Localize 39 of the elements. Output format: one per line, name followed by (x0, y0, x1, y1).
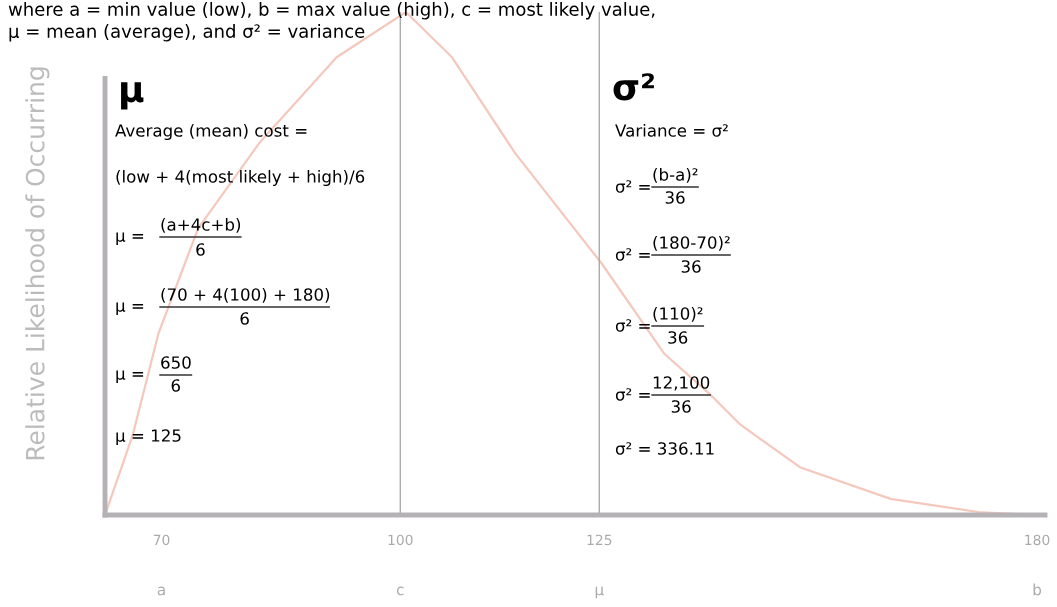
annotation: 6 (171, 379, 180, 392)
annotation: μ = 125 (116, 429, 181, 446)
text: b (1033, 583, 1042, 596)
annotation: μ = (116, 232, 144, 246)
annotation: Average (mean) cost = (115, 123, 307, 141)
annotation: σ² = (615, 248, 650, 261)
annotation: μ = (116, 370, 144, 384)
annotation: 6 (196, 243, 205, 256)
text: μ = mean (average), and σ² = variance (9, 24, 365, 42)
annotation: μ = (116, 302, 144, 316)
text: μ (595, 586, 604, 599)
annotation: (low + 4(most likely + high)/6 (116, 169, 365, 187)
annotation: 36 (665, 191, 685, 204)
x-tick-label: 180 (1025, 534, 1050, 546)
x-tick-label: 100 (388, 534, 413, 546)
y-axis-title: Relative Likelihood of Occurring (25, 67, 50, 460)
annotation: (110)² (653, 306, 703, 322)
text: a (157, 586, 165, 596)
annotation: (a+4c+b) (161, 217, 241, 233)
annotation: (180-70)² (653, 235, 730, 251)
annotation: 6 (240, 312, 249, 325)
x-tick-label: 70 (153, 534, 170, 546)
annotation: μ (121, 82, 144, 110)
text: c (396, 586, 404, 596)
annotation: σ² (613, 73, 654, 101)
annotation: (70 + 4(100) + 180) (161, 287, 330, 303)
annotation: σ² = (615, 319, 650, 332)
annotation: 36 (671, 400, 691, 413)
x-tick-label: 125 (587, 534, 612, 546)
annotation: Variance = σ² (615, 123, 728, 137)
annotation: σ² = (615, 388, 650, 401)
chart-title: where a = min value (low), b = max value (high), c = most likely value, (8, 2, 655, 20)
annotation: (b-a)² (653, 167, 698, 183)
annotation: 36 (681, 260, 701, 273)
annotation: 650 (161, 356, 191, 369)
annotation: σ² = 336.11 (615, 442, 714, 455)
annotation: 36 (668, 331, 688, 344)
annotation: 12,100 (653, 376, 710, 391)
annotation: σ² = (615, 180, 650, 193)
